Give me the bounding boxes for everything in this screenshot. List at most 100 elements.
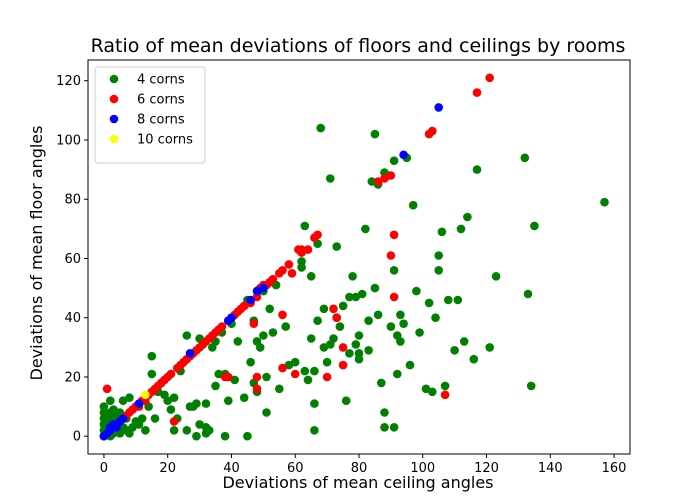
data-point-series-1 [329,304,338,314]
data-point-series-0 [354,331,364,340]
data-point-series-1 [224,372,233,382]
data-point-series-3 [141,390,150,400]
x-tick-label: 140 [538,461,563,476]
data-point-series-0 [364,346,373,355]
chart-title: Ratio of mean deviations of floors and c… [91,35,626,57]
data-point-series-0 [354,349,364,358]
data-point-series-0 [319,343,329,352]
data-point-series-0 [169,426,179,435]
data-point-series-0 [338,301,348,311]
data-point-series-0 [526,381,536,391]
data-point-series-0 [520,153,530,163]
ticks-layer: 0 20 40 60 80 100 120 140 160 0 20 40 60 80 100 120 [56,74,626,476]
legend-marker [109,114,119,124]
data-point-series-0 [389,266,399,275]
data-point-series-0 [166,405,176,414]
data-point-series-1 [373,177,383,186]
data-point-series-0 [281,322,291,331]
data-point-series-0 [310,426,319,435]
data-point-series-0 [459,337,469,346]
x-tick-label: 60 [287,461,304,476]
data-point-series-0 [351,340,361,349]
y-tick-label: 20 [64,370,81,385]
data-point-series-2 [185,349,195,358]
data-point-series-1 [338,343,348,352]
data-point-series-0 [431,313,440,323]
data-point-series-0 [453,295,463,305]
data-point-series-0 [373,310,383,320]
plot-frame [87,59,631,455]
data-point-series-0 [450,346,459,355]
x-tick-label: 40 [223,461,240,476]
x-tick-label: 20 [159,461,176,476]
data-point-series-1 [166,369,176,379]
data-point-series-0 [354,354,364,364]
data-point-series-1 [278,310,287,320]
data-point-series-0 [300,221,310,231]
data-point-series-2 [227,313,236,323]
data-point-series-0 [243,431,252,441]
data-point-series-1 [249,319,259,329]
data-point-series-0 [220,431,230,441]
data-point-series-1 [313,230,322,240]
data-point-series-0 [399,319,408,329]
data-point-series-0 [297,257,306,266]
data-point-series-0 [211,381,220,391]
data-point-series-2 [134,399,144,408]
data-point-series-0 [370,283,380,293]
data-point-series-0 [147,351,157,361]
data-point-series-1 [102,384,112,394]
data-point-series-1 [332,313,342,323]
data-point-series-0 [357,289,367,299]
data-point-series-0 [600,197,609,207]
legend: 4 corns 6 corns 8 corns 10 corns [94,66,206,164]
data-point-series-0 [214,369,223,379]
data-point-series-1 [268,274,278,284]
x-tick-label: 100 [410,461,435,476]
data-point-series-1 [380,174,389,183]
data-point-series-0 [463,212,472,222]
data-point-series-0 [316,123,326,133]
data-point-series-0 [386,322,396,331]
data-point-series-0 [259,331,268,340]
x-tick-label: 0 [100,461,108,476]
data-point-series-0 [303,375,313,385]
data-point-series-0 [370,129,380,139]
data-point-series-0 [389,423,399,432]
y-tick-label: 0 [73,430,81,445]
x-tick-label: 160 [602,461,627,476]
data-point-series-1 [284,260,294,269]
data-point-series-1 [239,301,249,311]
data-point-series-1 [338,360,348,370]
data-point-series-1 [169,417,179,426]
data-point-series-2 [118,414,128,423]
data-point-series-0 [204,426,214,435]
data-point-series-0 [472,165,482,174]
y-tick-label: 100 [56,133,81,148]
data-point-series-0 [405,360,415,370]
data-point-series-1 [278,266,287,275]
data-point-series-0 [262,408,271,417]
data-point-series-1 [252,372,262,382]
data-point-series-0 [310,399,319,408]
data-point-series-0 [440,381,450,391]
data-point-series-1 [386,171,396,180]
data-point-series-0 [137,414,147,423]
data-point-series-0 [351,292,361,302]
data-point-series-0 [290,357,300,367]
data-point-series-0 [125,393,134,403]
data-point-series-1 [290,369,300,379]
y-axis-label: Deviations of mean floor angles [27,126,46,381]
data-point-series-0 [319,304,329,314]
data-point-series-0 [396,310,405,320]
data-point-series-0 [364,316,373,326]
data-point-series-0 [313,316,322,326]
x-axis-label: Deviations of mean ceiling angles [222,473,493,492]
data-point-series-1 [389,230,399,240]
data-point-series-0 [306,272,316,281]
data-point-series-1 [303,245,313,254]
data-point-series-0 [141,426,150,435]
data-point-series-0 [275,384,284,394]
data-point-series-0 [485,343,495,352]
